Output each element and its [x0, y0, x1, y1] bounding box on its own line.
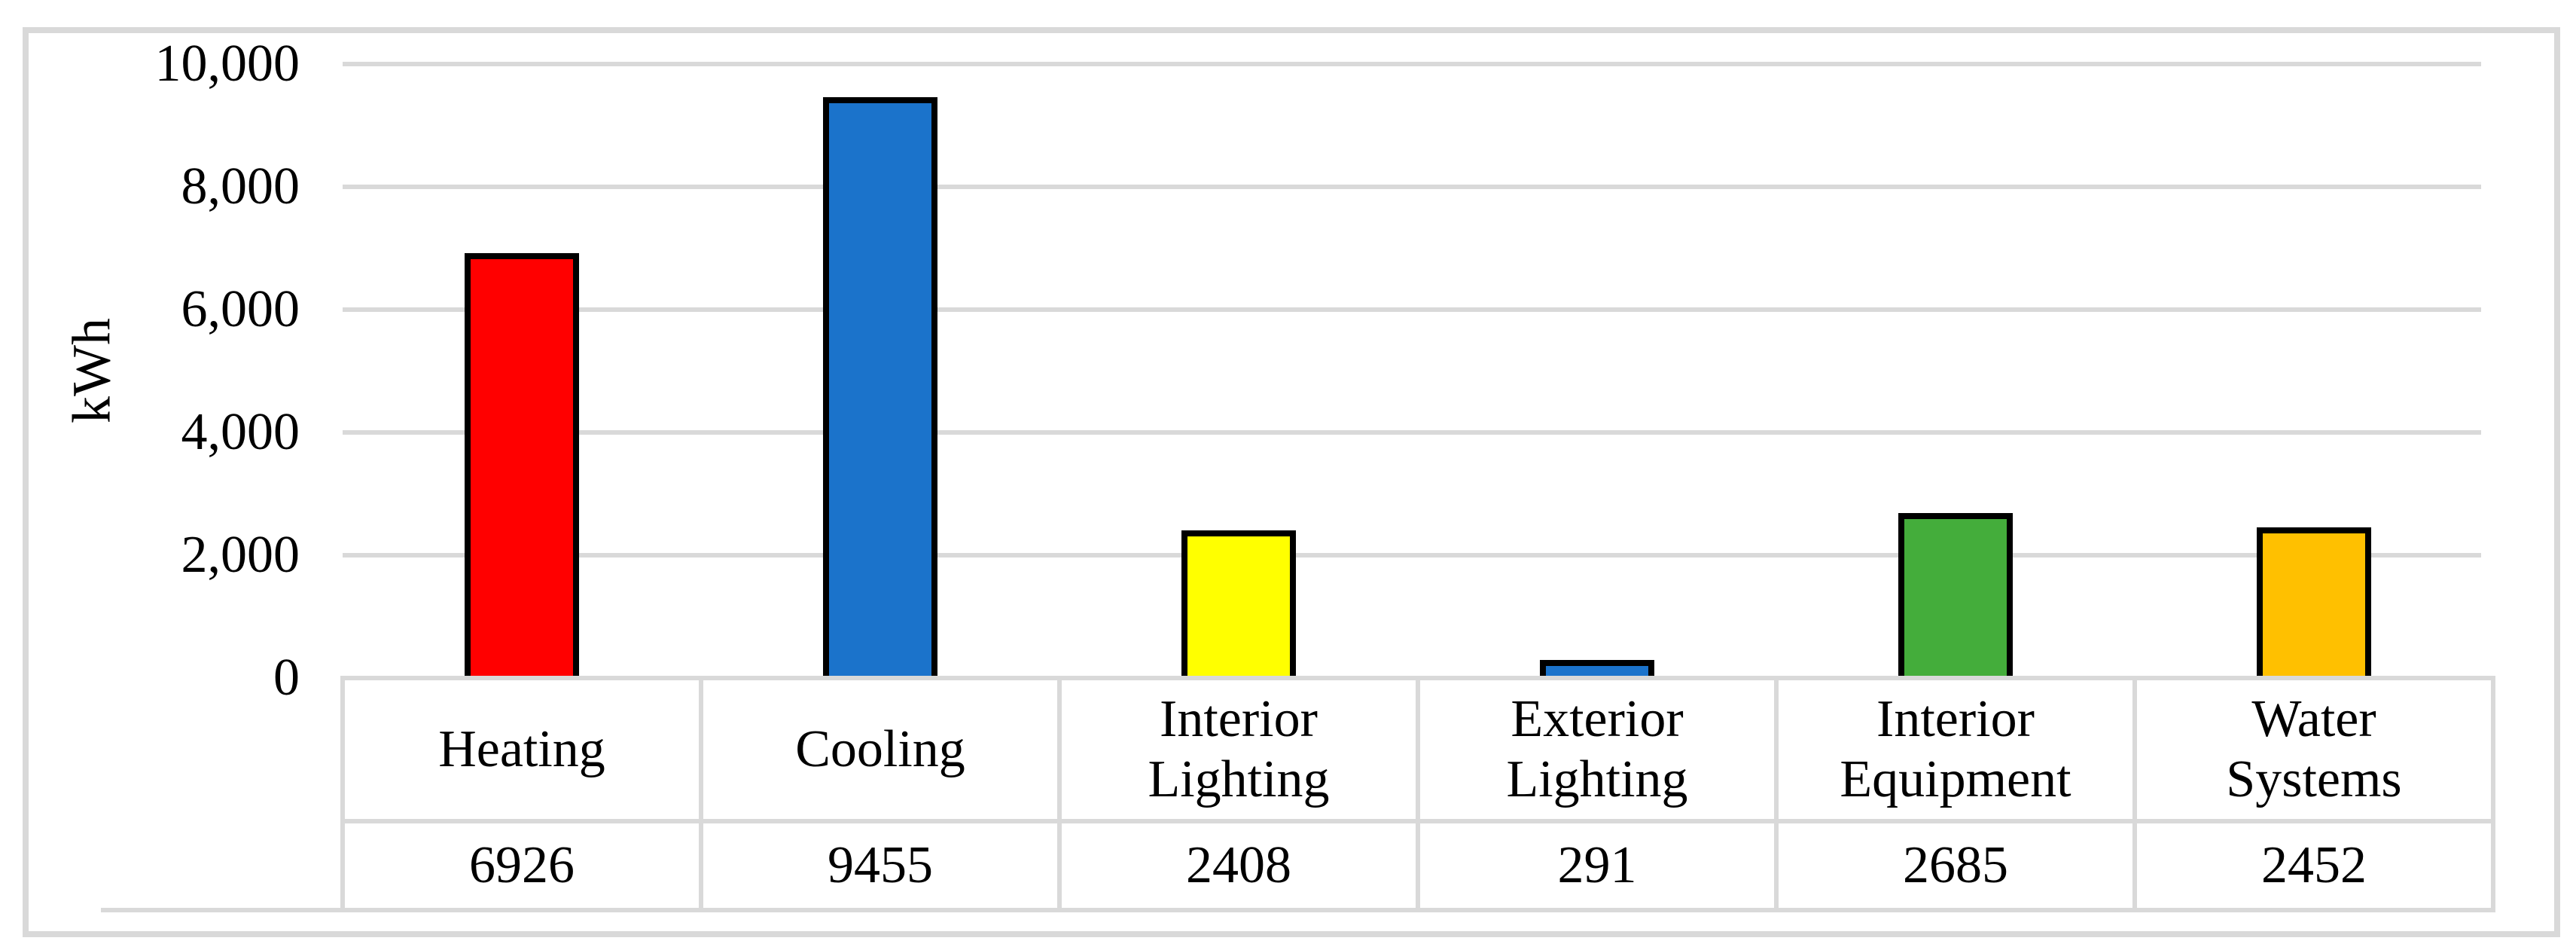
- bar-interior-lighting: [1181, 530, 1296, 678]
- table-name-cell-6: Water Systems: [2135, 678, 2493, 821]
- y-tick-label-8000: 8,000: [181, 157, 300, 215]
- table-column-border-2: [1057, 676, 1062, 912]
- bar-heating: [465, 253, 579, 678]
- table-name-line: Equipment: [1840, 750, 2071, 808]
- table-name-line: Cooling: [795, 720, 965, 778]
- y-tick-label-10000: 10,000: [154, 35, 300, 93]
- table-value-cell-4: 291: [1557, 836, 1637, 894]
- gridline-2000: [343, 553, 2481, 558]
- table-name-line: Interior: [1876, 690, 2035, 748]
- table-value-cell-1: 6926: [469, 836, 575, 894]
- gridline-8000: [343, 185, 2481, 189]
- bar-interior-equipment: [1898, 513, 2013, 678]
- figure-border: [23, 27, 2560, 937]
- table-value-cell-5: 2685: [1903, 836, 2008, 894]
- table-name-line: Interior: [1160, 690, 1318, 748]
- table-column-border-3: [1416, 676, 1420, 912]
- table-column-border-0: [340, 676, 345, 912]
- gridline-6000: [343, 307, 2481, 312]
- table-name-line: Systems: [2226, 750, 2402, 808]
- y-tick-label-0: 0: [273, 649, 300, 707]
- y-tick-label-4000: 4,000: [181, 403, 300, 461]
- table-name-line: Lighting: [1506, 750, 1688, 808]
- table-name-line: Exterior: [1511, 690, 1684, 748]
- table-value-cell-6: 2452: [2261, 836, 2367, 894]
- table-column-border-5: [2132, 676, 2137, 912]
- gridline-4000: [343, 430, 2481, 435]
- table-value-cell-2: 9455: [828, 836, 933, 894]
- table-column-border-1: [699, 676, 703, 912]
- table-name-line: Heating: [438, 720, 605, 778]
- y-tick-label-2000: 2,000: [181, 526, 300, 584]
- table-name-line: Lighting: [1148, 750, 1330, 808]
- table-name-cell-4: Exterior Lighting: [1418, 678, 1776, 821]
- table-value-cell-3: 2408: [1186, 836, 1291, 894]
- bar-cooling: [823, 97, 937, 678]
- table-column-border-4: [1774, 676, 1779, 912]
- table-column-border-6: [2491, 676, 2495, 912]
- table-name-line: Water: [2251, 690, 2376, 748]
- y-tick-label-6000: 6,000: [181, 280, 300, 338]
- bar-water-systems: [2257, 527, 2371, 678]
- table-name-cell-3: Interior Lighting: [1059, 678, 1418, 821]
- table-bottom-border: [101, 908, 2493, 912]
- table-name-cell-1: Heating: [343, 678, 701, 821]
- bar-exterior-lighting: [1540, 660, 1654, 678]
- gridline-10000: [343, 62, 2481, 66]
- table-name-cell-5: Interior Equipment: [1776, 678, 2135, 821]
- table-name-cell-2: Cooling: [701, 678, 1059, 821]
